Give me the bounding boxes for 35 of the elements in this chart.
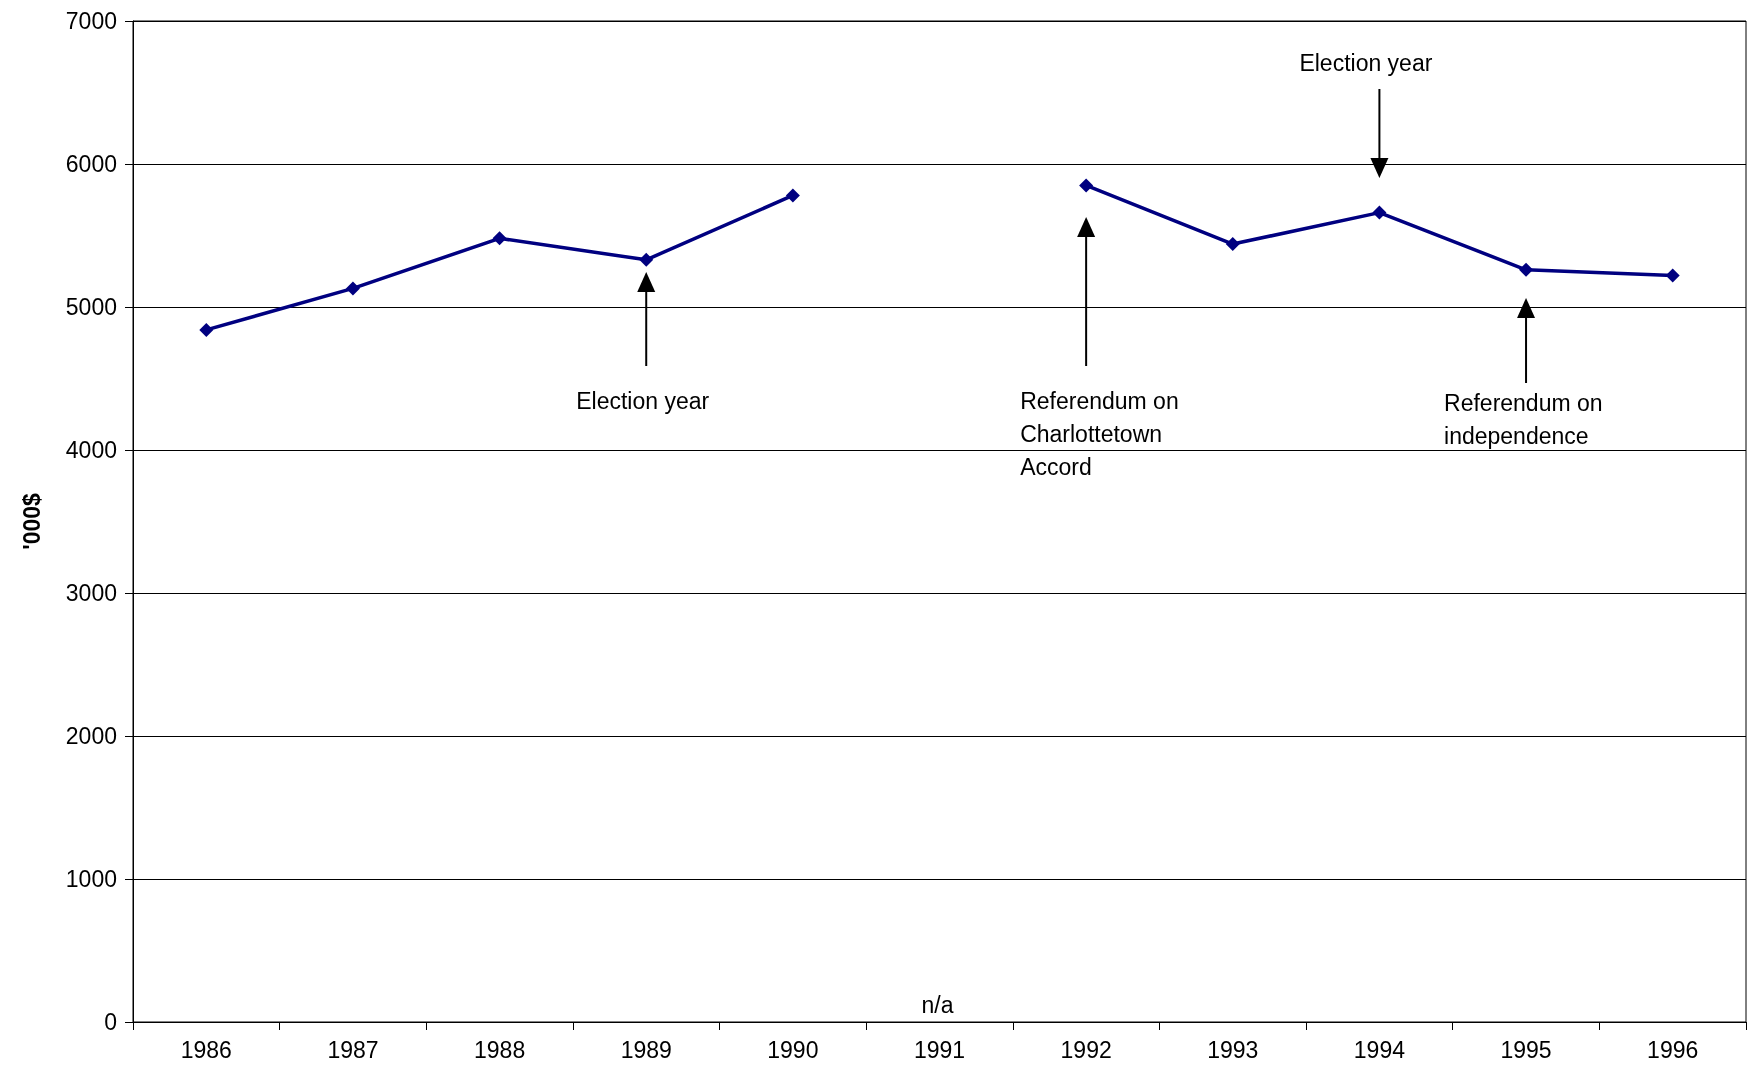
y-tick-label: 3000: [65, 580, 117, 606]
point: [345, 281, 360, 296]
annotation: n/a: [921, 991, 954, 1018]
x-tick-label: 1990: [767, 1036, 819, 1063]
point: [1225, 237, 1240, 252]
y-tick-label: 0: [104, 1009, 117, 1035]
y-tick-label: 2000: [65, 723, 117, 749]
point: [785, 188, 800, 203]
annotation: Election year: [576, 387, 710, 414]
annotation: Election year: [1299, 49, 1433, 76]
annotation: Referendum on Charlottetown Accord: [1020, 387, 1179, 480]
x-tick-label: 1986: [180, 1036, 232, 1063]
y-tick-label: 5000: [65, 294, 117, 320]
point: [1372, 205, 1387, 220]
y-tick-label: 4000: [65, 437, 117, 463]
point: [639, 252, 654, 267]
x-tick-label: 1988: [474, 1036, 526, 1063]
x-tick-label: 1995: [1500, 1036, 1552, 1063]
point: [1519, 262, 1534, 277]
point: [492, 231, 507, 246]
x-tick-label: 1989: [620, 1036, 672, 1063]
point: [1079, 178, 1094, 193]
annotation: Referendum on independence: [1444, 389, 1603, 449]
y-tick-label: 7000: [65, 8, 117, 34]
x-tick-label: 1994: [1353, 1036, 1406, 1063]
point: [199, 322, 214, 337]
point: [1665, 268, 1680, 283]
x-tick-label: 1991: [913, 1036, 966, 1063]
x-tick-label: 1992: [1060, 1036, 1112, 1063]
y-tick-label: 6000: [65, 151, 117, 177]
y-tick-label: 1000: [65, 866, 117, 892]
x-tick-label: 1987: [327, 1036, 379, 1063]
y-axis-title: '000$: [18, 492, 45, 550]
x-tick-label: 1996: [1647, 1036, 1699, 1063]
x-tick-label: 1993: [1207, 1036, 1259, 1063]
